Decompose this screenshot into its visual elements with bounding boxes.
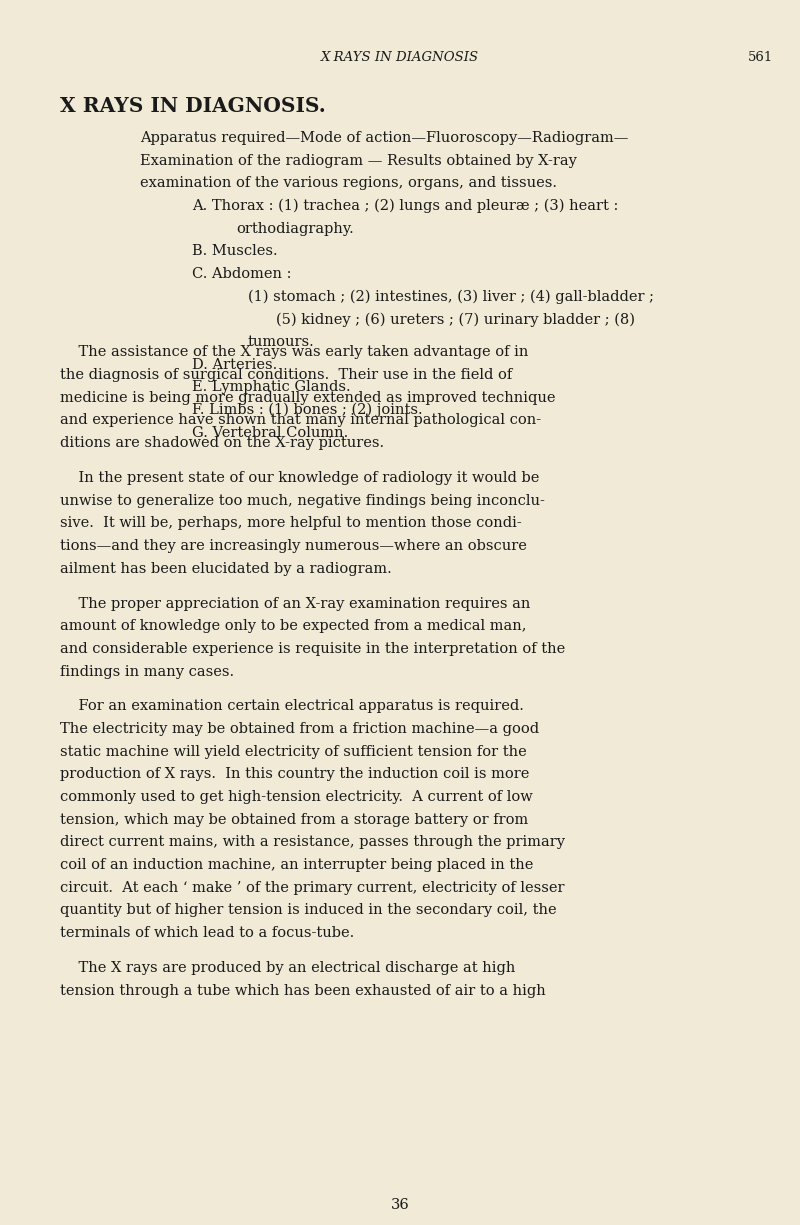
Text: medicine is being more gradually extended as improved technique: medicine is being more gradually extende… <box>60 391 555 404</box>
Text: The assistance of the X rays was early taken advantage of in: The assistance of the X rays was early t… <box>60 345 528 359</box>
Text: In the present state of our knowledge of radiology it would be: In the present state of our knowledge of… <box>60 470 539 485</box>
Text: E. Lymphatic Glands.: E. Lymphatic Glands. <box>192 380 350 394</box>
Text: and experience have shown that many internal pathological con-: and experience have shown that many inte… <box>60 413 541 428</box>
Text: 561: 561 <box>748 51 774 65</box>
Text: circuit.  At each ‘ make ’ of the primary current, electricity of lesser: circuit. At each ‘ make ’ of the primary… <box>60 881 565 894</box>
Text: B. Muscles.: B. Muscles. <box>192 244 278 258</box>
Text: orthodiagraphy.: orthodiagraphy. <box>236 222 354 235</box>
Text: 36: 36 <box>390 1198 410 1212</box>
Text: tions—and they are increasingly numerous—where an obscure: tions—and they are increasingly numerous… <box>60 539 527 552</box>
Text: The X rays are produced by an electrical discharge at high: The X rays are produced by an electrical… <box>60 960 515 975</box>
Text: For an examination certain electrical apparatus is required.: For an examination certain electrical ap… <box>60 699 524 713</box>
Text: D. Arteries.: D. Arteries. <box>192 358 278 371</box>
Text: tension through a tube which has been exhausted of air to a high: tension through a tube which has been ex… <box>60 984 546 997</box>
Text: C. Abdomen :: C. Abdomen : <box>192 267 291 281</box>
Text: production of X rays.  In this country the induction coil is more: production of X rays. In this country th… <box>60 767 530 782</box>
Text: terminals of which lead to a focus-tube.: terminals of which lead to a focus-tube. <box>60 926 354 940</box>
Text: (5) kidney ; (6) ureters ; (7) urinary bladder ; (8): (5) kidney ; (6) ureters ; (7) urinary b… <box>276 312 635 327</box>
Text: tension, which may be obtained from a storage battery or from: tension, which may be obtained from a st… <box>60 812 528 827</box>
Text: sive.  It will be, perhaps, more helpful to mention those condi-: sive. It will be, perhaps, more helpful … <box>60 516 522 530</box>
Text: (1) stomach ; (2) intestines, (3) liver ; (4) gall-bladder ;: (1) stomach ; (2) intestines, (3) liver … <box>248 289 654 304</box>
Text: X RAYS IN DIAGNOSIS.: X RAYS IN DIAGNOSIS. <box>60 96 326 115</box>
Text: The proper appreciation of an X-ray examination requires an: The proper appreciation of an X-ray exam… <box>60 597 530 610</box>
Text: examination of the various regions, organs, and tissues.: examination of the various regions, orga… <box>140 176 557 190</box>
Text: A. Thorax : (1) trachea ; (2) lungs and pleuræ ; (3) heart :: A. Thorax : (1) trachea ; (2) lungs and … <box>192 198 618 213</box>
Text: direct current mains, with a resistance, passes through the primary: direct current mains, with a resistance,… <box>60 835 565 849</box>
Text: ailment has been elucidated by a radiogram.: ailment has been elucidated by a radiogr… <box>60 561 392 576</box>
Text: static machine will yield electricity of sufficient tension for the: static machine will yield electricity of… <box>60 745 526 758</box>
Text: X RAYS IN DIAGNOSIS: X RAYS IN DIAGNOSIS <box>321 51 479 65</box>
Text: and considerable experience is requisite in the interpretation of the: and considerable experience is requisite… <box>60 642 566 655</box>
Text: amount of knowledge only to be expected from a medical man,: amount of knowledge only to be expected … <box>60 619 526 633</box>
Text: coil of an induction machine, an interrupter being placed in the: coil of an induction machine, an interru… <box>60 858 534 872</box>
Text: commonly used to get high-tension electricity.  A current of low: commonly used to get high-tension electr… <box>60 790 533 804</box>
Text: unwise to generalize too much, negative findings being inconclu-: unwise to generalize too much, negative … <box>60 494 545 507</box>
Text: the diagnosis of surgical conditions.  Their use in the field of: the diagnosis of surgical conditions. Th… <box>60 368 512 382</box>
Text: ditions are shadowed on the X-ray pictures.: ditions are shadowed on the X-ray pictur… <box>60 436 384 450</box>
Text: The electricity may be obtained from a friction machine—a good: The electricity may be obtained from a f… <box>60 722 539 736</box>
Text: tumours.: tumours. <box>248 334 314 349</box>
Text: F. Limbs : (1) bones ; (2) joints.: F. Limbs : (1) bones ; (2) joints. <box>192 403 422 418</box>
Text: quantity but of higher tension is induced in the secondary coil, the: quantity but of higher tension is induce… <box>60 903 557 918</box>
Text: Apparatus required—Mode of action—Fluoroscopy—Radiogram—: Apparatus required—Mode of action—Fluoro… <box>140 131 628 145</box>
Text: Examination of the radiogram — Results obtained by X-ray: Examination of the radiogram — Results o… <box>140 153 577 168</box>
Text: findings in many cases.: findings in many cases. <box>60 664 234 679</box>
Text: G. Vertebral Column.: G. Vertebral Column. <box>192 425 348 440</box>
